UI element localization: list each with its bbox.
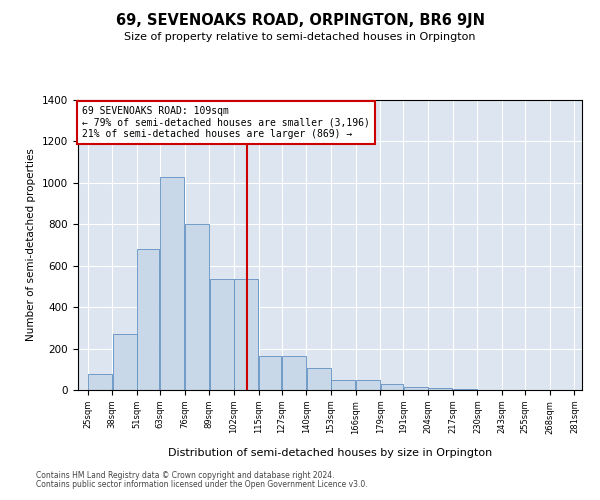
Y-axis label: Number of semi-detached properties: Number of semi-detached properties	[26, 148, 37, 342]
Text: Contains public sector information licensed under the Open Government Licence v3: Contains public sector information licen…	[36, 480, 368, 489]
Text: 69 SEVENOAKS ROAD: 109sqm
← 79% of semi-detached houses are smaller (3,196)
21% : 69 SEVENOAKS ROAD: 109sqm ← 79% of semi-…	[82, 106, 370, 140]
Bar	[428, 388, 452, 390]
Bar	[160, 176, 184, 390]
Bar	[259, 356, 281, 390]
Bar	[185, 224, 209, 390]
Bar	[234, 279, 259, 390]
Bar	[380, 384, 403, 390]
Bar	[137, 249, 160, 390]
Text: Distribution of semi-detached houses by size in Orpington: Distribution of semi-detached houses by …	[168, 448, 492, 458]
Bar	[307, 368, 331, 390]
Text: 69, SEVENOAKS ROAD, ORPINGTON, BR6 9JN: 69, SEVENOAKS ROAD, ORPINGTON, BR6 9JN	[115, 12, 485, 28]
Bar	[88, 374, 112, 390]
Bar	[453, 389, 477, 390]
Bar	[356, 380, 380, 390]
Text: Contains HM Land Registry data © Crown copyright and database right 2024.: Contains HM Land Registry data © Crown c…	[36, 471, 335, 480]
Bar	[331, 380, 355, 390]
Text: Size of property relative to semi-detached houses in Orpington: Size of property relative to semi-detach…	[124, 32, 476, 42]
Bar	[282, 356, 306, 390]
Bar	[404, 387, 428, 390]
Bar	[209, 279, 233, 390]
Bar	[113, 334, 137, 390]
